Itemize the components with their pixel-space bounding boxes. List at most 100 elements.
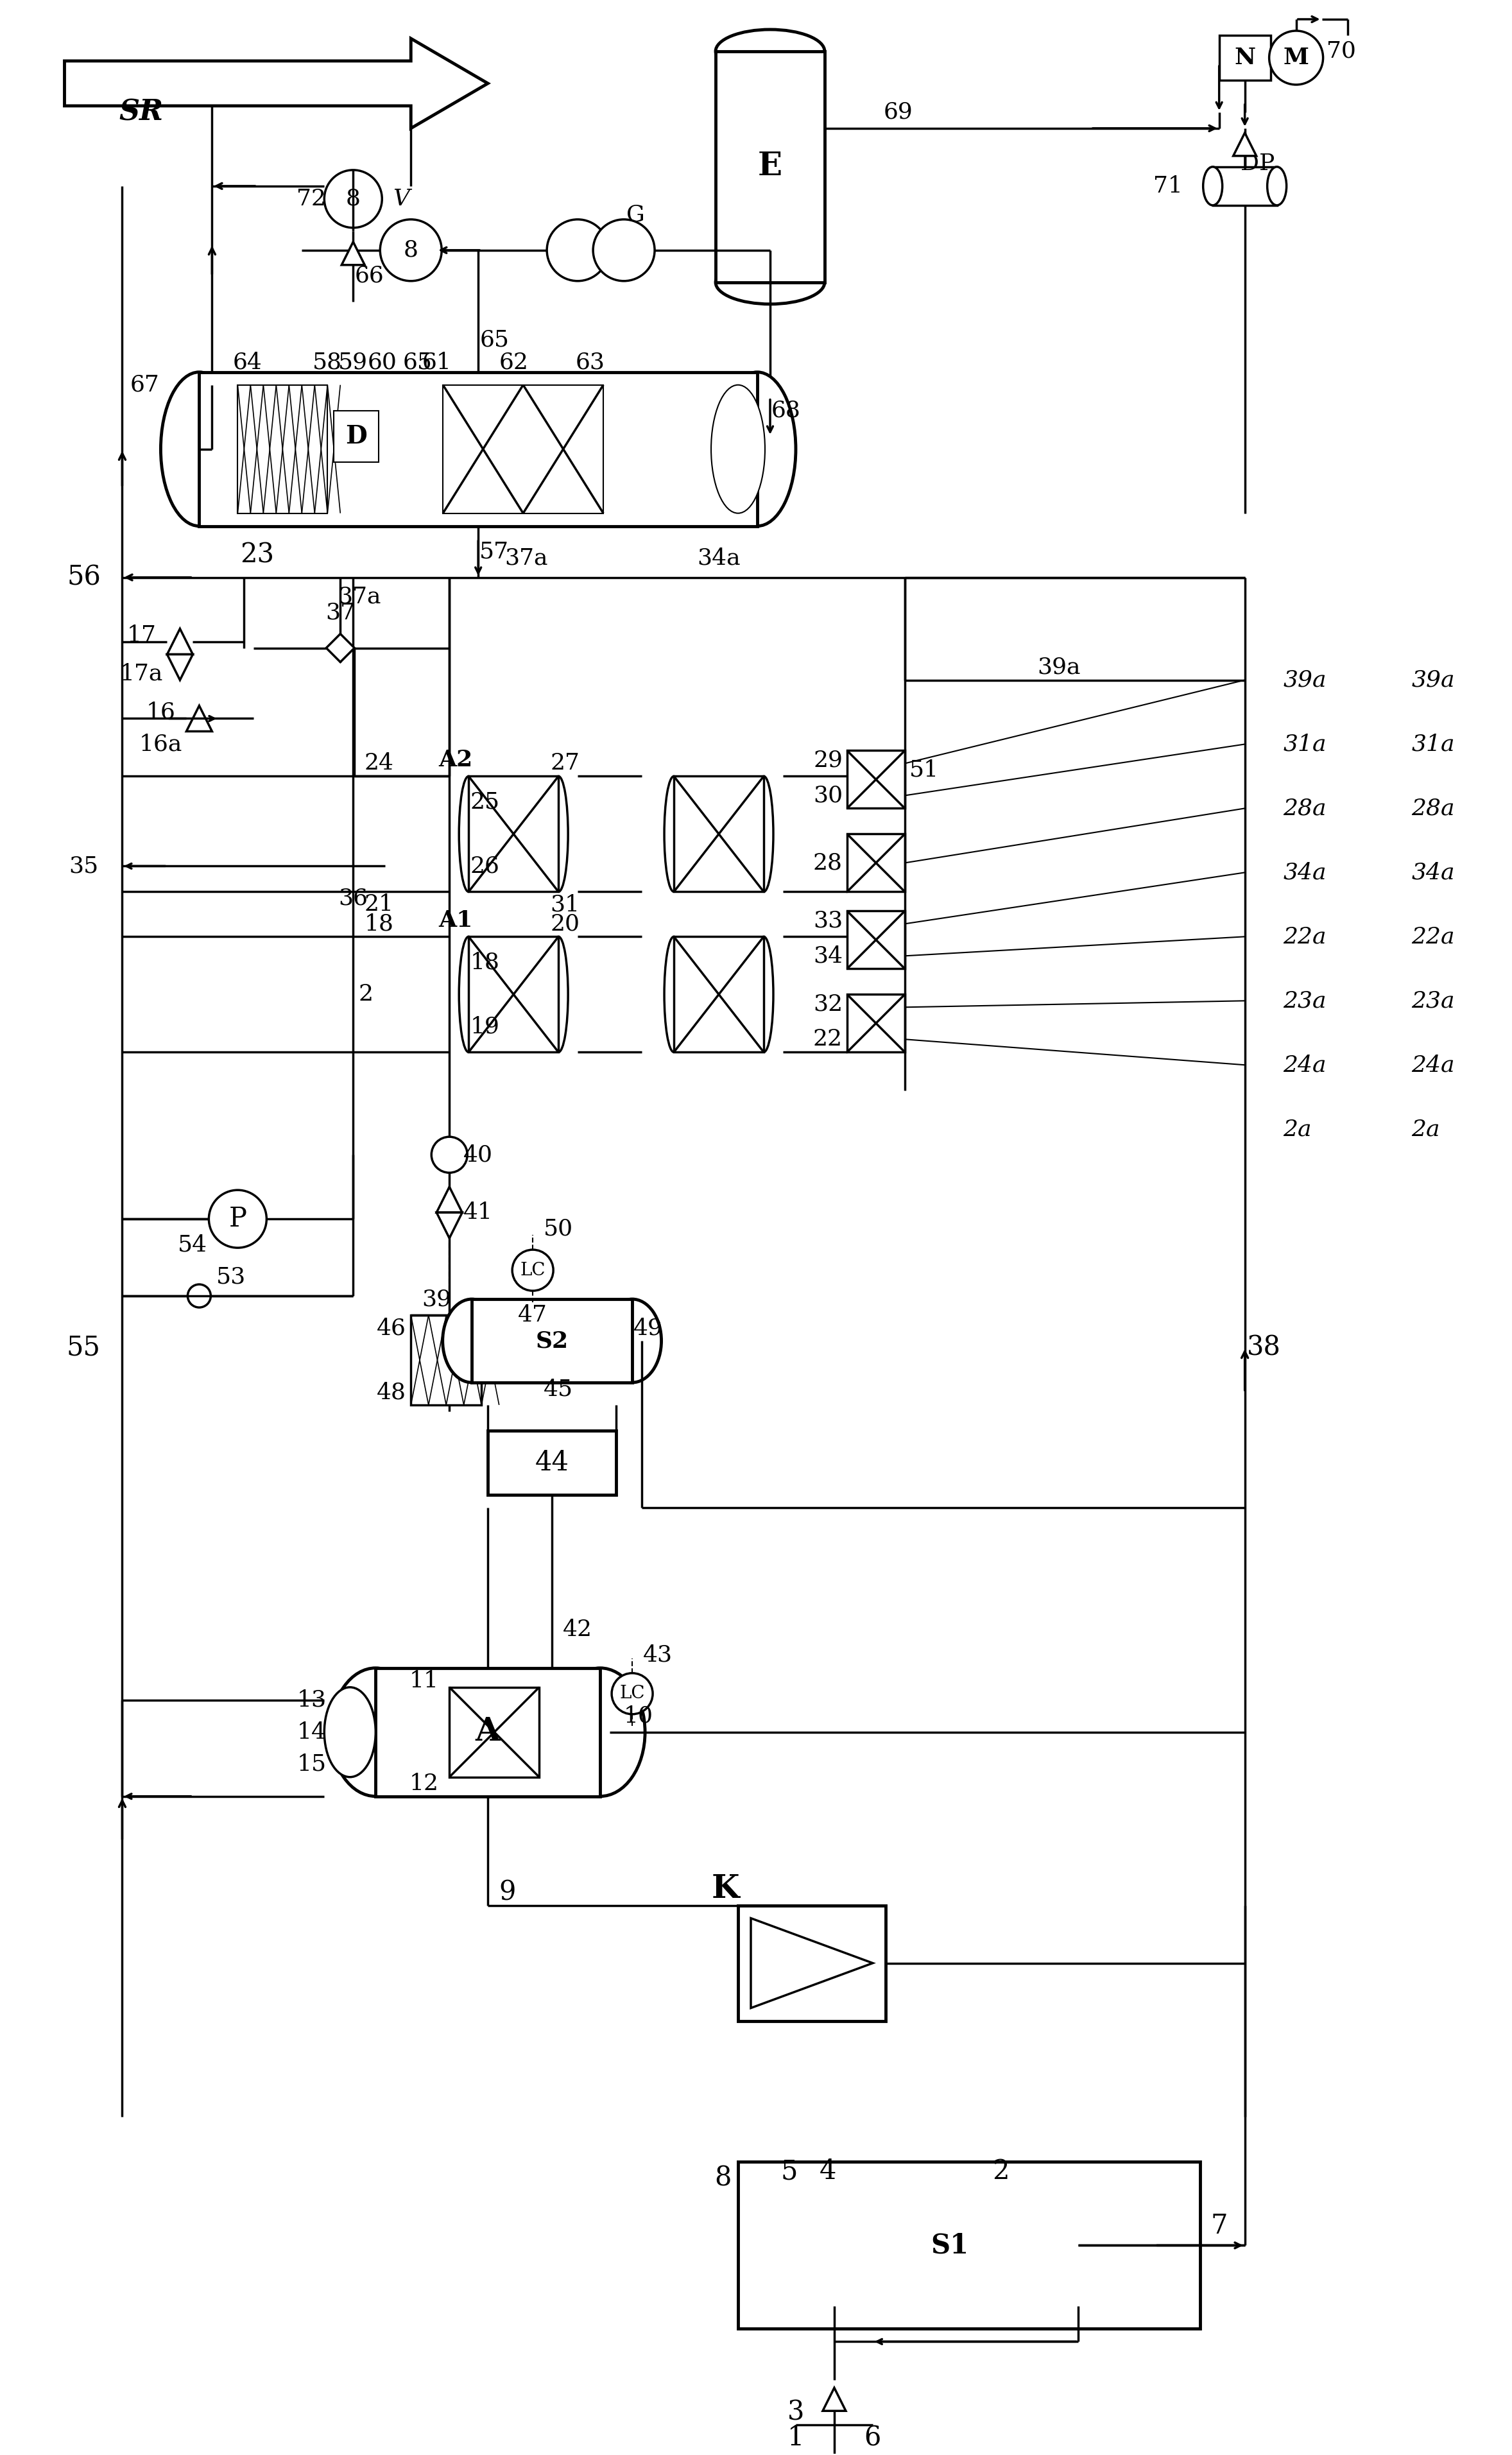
Text: D: D bbox=[346, 425, 367, 449]
Text: V: V bbox=[393, 189, 410, 209]
Text: 14: 14 bbox=[296, 1721, 327, 1743]
Text: 71: 71 bbox=[1154, 174, 1182, 196]
Ellipse shape bbox=[324, 1687, 375, 1777]
Text: 34a: 34a bbox=[1412, 862, 1455, 884]
Text: 18: 18 bbox=[470, 953, 499, 972]
Bar bbox=[847, 994, 904, 1053]
Ellipse shape bbox=[603, 1299, 661, 1382]
Ellipse shape bbox=[549, 776, 569, 891]
Text: 28: 28 bbox=[813, 852, 842, 874]
Bar bbox=[1213, 167, 1276, 206]
Bar bbox=[334, 410, 380, 462]
Text: 39a: 39a bbox=[1037, 655, 1081, 678]
Polygon shape bbox=[186, 705, 212, 732]
Ellipse shape bbox=[664, 776, 683, 891]
Text: 13: 13 bbox=[296, 1689, 327, 1711]
Text: 65: 65 bbox=[402, 351, 432, 373]
Text: 23: 23 bbox=[240, 543, 274, 570]
Text: 24: 24 bbox=[364, 754, 393, 773]
Text: 57: 57 bbox=[479, 540, 510, 562]
Bar bbox=[375, 1667, 600, 1797]
Polygon shape bbox=[342, 243, 364, 265]
Bar bbox=[1219, 34, 1270, 81]
Text: 61: 61 bbox=[422, 351, 451, 373]
Text: 37a: 37a bbox=[505, 547, 547, 570]
Ellipse shape bbox=[809, 2185, 859, 2305]
Text: 19: 19 bbox=[470, 1016, 499, 1038]
Bar bbox=[469, 938, 558, 1053]
Polygon shape bbox=[168, 628, 194, 655]
Text: 42: 42 bbox=[562, 1618, 593, 1640]
Circle shape bbox=[380, 218, 442, 280]
Text: 55: 55 bbox=[67, 1333, 101, 1360]
Bar bbox=[449, 1687, 540, 1777]
Text: 22: 22 bbox=[813, 1029, 842, 1051]
Text: M: M bbox=[1284, 47, 1309, 69]
Text: 63: 63 bbox=[576, 351, 605, 373]
Text: 72: 72 bbox=[296, 189, 327, 209]
Text: 3: 3 bbox=[788, 2399, 804, 2426]
Text: 59: 59 bbox=[339, 351, 367, 373]
Text: 35: 35 bbox=[70, 854, 98, 876]
Ellipse shape bbox=[664, 938, 683, 1053]
Ellipse shape bbox=[460, 938, 478, 1053]
Text: 34: 34 bbox=[813, 945, 842, 967]
Text: S1: S1 bbox=[931, 2232, 969, 2259]
Circle shape bbox=[547, 218, 608, 280]
Text: 16a: 16a bbox=[139, 734, 183, 756]
Ellipse shape bbox=[1267, 167, 1287, 206]
Text: 66: 66 bbox=[354, 265, 384, 287]
Text: 22a: 22a bbox=[1284, 926, 1326, 948]
Text: 8: 8 bbox=[346, 189, 360, 209]
Circle shape bbox=[612, 1674, 653, 1714]
Text: 45: 45 bbox=[544, 1377, 573, 1399]
Text: 39: 39 bbox=[422, 1289, 451, 1311]
Text: A: A bbox=[475, 1716, 500, 1748]
Text: 39a: 39a bbox=[1284, 670, 1326, 690]
Text: 70: 70 bbox=[1326, 39, 1356, 61]
Polygon shape bbox=[437, 1186, 463, 1213]
Ellipse shape bbox=[718, 373, 795, 525]
Text: 17: 17 bbox=[127, 624, 156, 646]
Text: 1: 1 bbox=[788, 2426, 804, 2450]
Text: 25: 25 bbox=[470, 791, 499, 813]
Polygon shape bbox=[1234, 133, 1256, 157]
Ellipse shape bbox=[555, 1667, 646, 1797]
Text: 11: 11 bbox=[408, 1669, 438, 1691]
Text: A1: A1 bbox=[438, 911, 473, 930]
Text: 27: 27 bbox=[550, 754, 579, 773]
Text: 9: 9 bbox=[499, 1878, 516, 1905]
Text: 36: 36 bbox=[339, 886, 367, 908]
Text: 62: 62 bbox=[499, 351, 528, 373]
Text: 20: 20 bbox=[550, 913, 579, 935]
Text: 28a: 28a bbox=[1284, 798, 1326, 820]
Text: 51: 51 bbox=[909, 759, 939, 781]
Polygon shape bbox=[823, 2389, 845, 2411]
Text: 47: 47 bbox=[519, 1304, 547, 1326]
Text: K: K bbox=[711, 1873, 739, 1905]
Bar bbox=[472, 1299, 632, 1382]
Text: 37: 37 bbox=[325, 601, 355, 624]
Text: 26: 26 bbox=[470, 854, 499, 876]
Polygon shape bbox=[437, 1213, 463, 1237]
Text: 30: 30 bbox=[813, 786, 842, 805]
Text: 12: 12 bbox=[408, 1773, 438, 1795]
Text: N: N bbox=[1234, 47, 1255, 69]
Ellipse shape bbox=[715, 29, 824, 74]
Bar bbox=[674, 938, 764, 1053]
Text: 58: 58 bbox=[313, 351, 342, 373]
Text: 24a: 24a bbox=[1284, 1053, 1326, 1075]
Text: 67: 67 bbox=[130, 373, 159, 395]
Circle shape bbox=[324, 169, 383, 228]
Text: 31a: 31a bbox=[1412, 734, 1455, 756]
Text: 7: 7 bbox=[1211, 2212, 1228, 2239]
Bar bbox=[237, 385, 328, 513]
Polygon shape bbox=[168, 655, 194, 680]
Ellipse shape bbox=[1022, 2185, 1108, 2305]
Circle shape bbox=[187, 1284, 210, 1309]
Text: 18: 18 bbox=[364, 913, 393, 935]
Text: 2a: 2a bbox=[1412, 1117, 1439, 1139]
Ellipse shape bbox=[715, 260, 824, 304]
Text: 65: 65 bbox=[479, 329, 510, 351]
Bar bbox=[835, 2185, 1064, 2305]
